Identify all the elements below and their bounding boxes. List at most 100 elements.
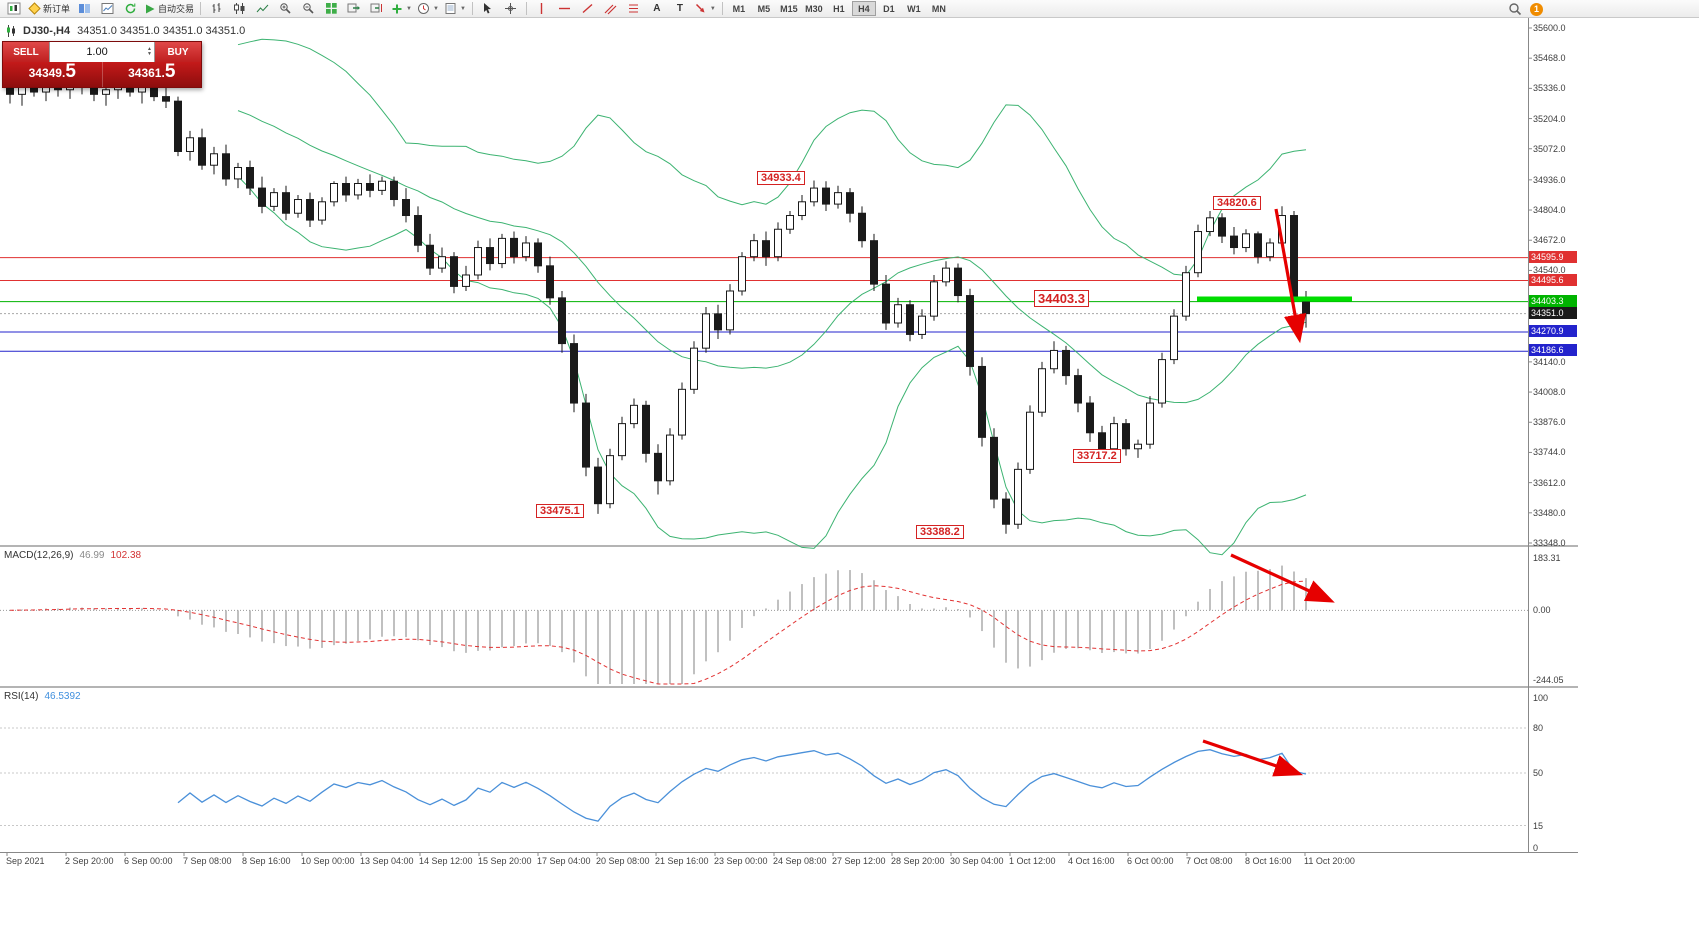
market-watch-button[interactable] [96, 1, 118, 17]
one-click-trade-panel: SELL 1.00 ▲ ▼ BUY 34349. 5 34361. 5 [2, 41, 202, 88]
macd-signal-line [9, 580, 1307, 685]
price-tag: 34403.3 [1529, 294, 1577, 307]
zoom-out-button[interactable] [297, 1, 319, 17]
price-axis-label: 34672.0 [1533, 235, 1566, 246]
price-axis-label: 35468.0 [1533, 53, 1566, 64]
volume-stepper[interactable]: ▲ ▼ [147, 47, 152, 57]
rsi-axis-label: 50 [1533, 768, 1544, 778]
line-chart-type-button[interactable] [251, 1, 273, 17]
time-axis-label: 10 Sep 00:00 [301, 856, 355, 866]
chevron-up-icon[interactable]: ▲ [147, 46, 152, 52]
channel-button[interactable] [600, 1, 622, 17]
timeframe-w1[interactable]: W1 [907, 3, 921, 14]
candlestick-chart-type-button[interactable] [228, 1, 250, 17]
time-axis-label: 27 Sep 12:00 [832, 856, 886, 866]
price-axis-label: 33876.0 [1533, 417, 1566, 428]
chart-price-label[interactable]: 34933.4 [757, 171, 805, 185]
time-axis-label: 24 Sep 08:00 [773, 856, 827, 866]
fibonacci-button[interactable] [623, 1, 645, 17]
document-icon [445, 3, 456, 14]
rsi-indicator-header: RSI(14) 46.5392 [4, 691, 81, 702]
panel-dividers [0, 18, 1578, 853]
sell-price[interactable]: 34349. 5 [3, 62, 102, 87]
vertical-line-button[interactable] [531, 1, 553, 17]
profiles-icon [78, 4, 90, 13]
price-axis-label: 33744.0 [1533, 447, 1566, 458]
label-button[interactable]: T [669, 1, 691, 17]
timeframe-m15[interactable]: M15 [780, 3, 798, 14]
chart-shift-button[interactable] [366, 1, 388, 17]
time-axis-label: 14 Sep 12:00 [419, 856, 473, 866]
volume-input[interactable]: 1.00 ▲ ▼ [49, 42, 155, 62]
zoom-in-button[interactable] [274, 1, 296, 17]
template-button[interactable]: ▼ [442, 1, 468, 17]
chart-price-label[interactable]: 33388.2 [916, 525, 964, 539]
chevron-down-icon: ▼ [709, 5, 716, 12]
macd-axis-label: 183.31 [1533, 553, 1561, 563]
chevron-down-icon[interactable]: ▼ [147, 51, 152, 57]
timeframe-m1[interactable]: M1 [732, 3, 746, 14]
timeframe-d1[interactable]: D1 [883, 3, 895, 14]
refresh-button[interactable] [119, 1, 141, 17]
chart-price-label[interactable]: 33475.1 [536, 504, 584, 518]
time-axis-label: 21 Sep 16:00 [655, 856, 709, 866]
price-axis-label: 33348.0 [1533, 538, 1566, 548]
trendline-button[interactable] [577, 1, 599, 17]
horizontal-price-lines[interactable] [0, 257, 1528, 352]
time-axis-label: 7 Sep 08:00 [183, 856, 232, 866]
cursor-button[interactable] [477, 1, 499, 17]
rsi-level-lines [0, 727, 1528, 826]
price-axis-label: 34540.0 [1533, 265, 1566, 276]
sell-price-main: 34349. [28, 66, 66, 80]
rsi-value: 46.5392 [44, 691, 81, 702]
auto-trading-button[interactable]: 自动交易 [142, 1, 196, 17]
price-tag: 34270.9 [1529, 324, 1577, 337]
text-button[interactable]: A [646, 1, 668, 17]
arrows-tool-button[interactable]: ▼ [692, 1, 718, 17]
toolbar-separator [525, 2, 527, 15]
symbol-period-label: DJ30-,H4 [23, 25, 71, 37]
chart-price-label[interactable]: 34403.3 [1034, 290, 1089, 307]
timeframe-m5[interactable]: M5 [757, 3, 771, 14]
time-axis-label: 6 Oct 00:00 [1127, 856, 1174, 866]
timeframe-m30[interactable]: M30 [805, 3, 823, 14]
notification-badge[interactable]: 1 [1530, 2, 1543, 16]
rsi-line [177, 749, 1307, 822]
period-button[interactable]: ▼ [415, 1, 441, 17]
timeframe-mn[interactable]: MN [931, 3, 946, 14]
add-indicator-button[interactable]: ▼ [389, 1, 414, 17]
chart-price-label[interactable]: 33717.2 [1073, 449, 1121, 463]
tile-windows-button[interactable] [320, 1, 342, 17]
profiles-button[interactable] [73, 1, 95, 17]
clock-icon [417, 3, 429, 14]
toolbar-separator [721, 2, 723, 15]
play-icon [146, 4, 155, 13]
buy-price[interactable]: 34361. 5 [101, 62, 202, 87]
time-axis-label: 30 Sep 04:00 [950, 856, 1004, 866]
price-tag: 34351.0 [1529, 306, 1577, 319]
chart-price-label[interactable]: 34820.6 [1213, 196, 1261, 210]
auto-scroll-button[interactable] [343, 1, 365, 17]
toolbar: 新订单 自动交易 ▼ ▼ ▼ A T ▼ M1 M5 M15 M30 H1 H4… [0, 0, 1699, 18]
price-axis-label: 35204.0 [1533, 113, 1566, 124]
rsi-axis-label: 0 [1533, 843, 1539, 853]
crosshair-button[interactable] [500, 1, 522, 17]
new-order-button[interactable]: 新订单 [26, 1, 72, 17]
time-axis-label: 23 Sep 00:00 [714, 856, 768, 866]
buy-button[interactable]: BUY [155, 42, 201, 62]
chevron-down-icon: ▼ [459, 5, 466, 12]
bar-chart-type-button[interactable] [205, 1, 227, 17]
time-axis-label: 17 Sep 04:00 [537, 856, 591, 866]
time-axis-label: 28 Sep 20:00 [891, 856, 945, 866]
timeframe-h1[interactable]: H1 [833, 3, 845, 14]
horizontal-line-button[interactable] [554, 1, 576, 17]
timeframe-h4[interactable]: H4 [851, 1, 876, 16]
annotation-arrows[interactable] [1202, 208, 1335, 777]
sell-button[interactable]: SELL [3, 42, 49, 62]
price-axis-label: 35072.0 [1533, 143, 1566, 154]
diamond-icon [28, 2, 41, 15]
time-axis-label: 2 Sep 20:00 [65, 856, 114, 866]
search-icon[interactable] [1508, 2, 1522, 16]
new-chart-button[interactable] [3, 1, 25, 17]
